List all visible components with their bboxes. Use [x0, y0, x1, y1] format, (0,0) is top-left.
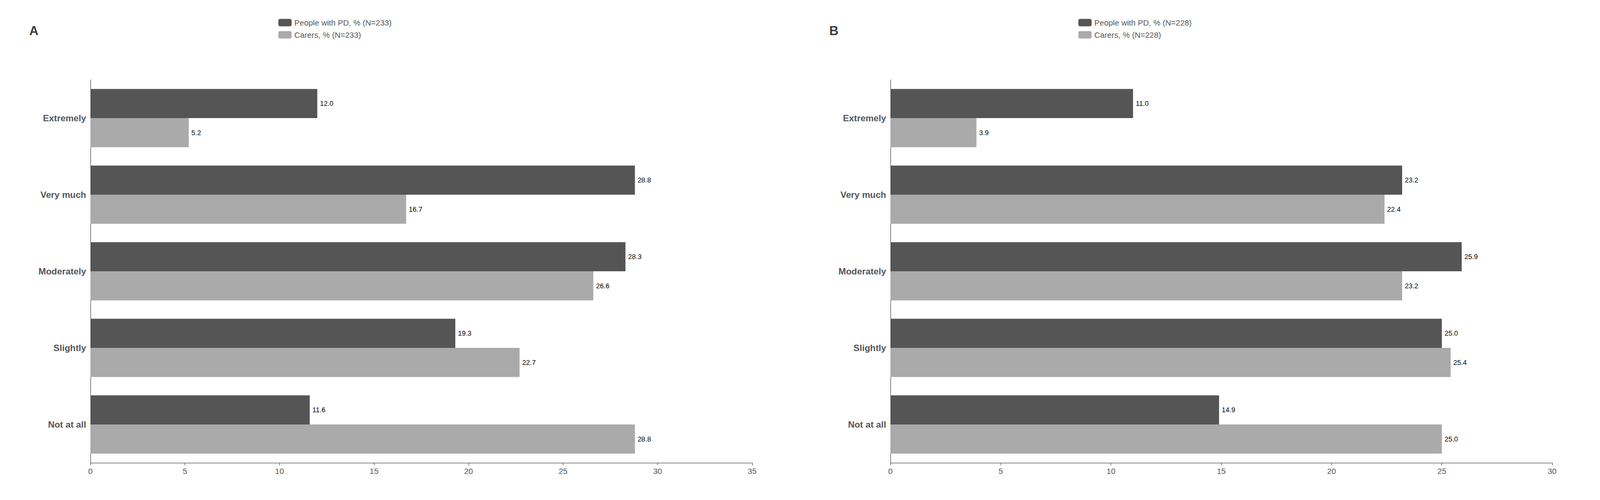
svg-text:People with PD, % (N=228): People with PD, % (N=228) [1094, 18, 1192, 28]
svg-text:10: 10 [275, 466, 285, 476]
svg-text:15: 15 [369, 466, 379, 476]
svg-text:11.6: 11.6 [312, 405, 325, 414]
svg-text:25.4: 25.4 [1453, 358, 1467, 367]
svg-text:22.4: 22.4 [1387, 205, 1401, 214]
svg-text:16.7: 16.7 [409, 205, 423, 214]
svg-text:28.8: 28.8 [637, 435, 652, 444]
svg-text:23.2: 23.2 [1404, 281, 1419, 290]
svg-text:Moderately: Moderately [38, 266, 87, 277]
svg-text:Carers, % (N=233): Carers, % (N=233) [294, 30, 361, 40]
svg-text:5: 5 [998, 466, 1003, 476]
svg-text:30: 30 [1547, 466, 1557, 476]
svg-text:12.0: 12.0 [320, 99, 334, 108]
svg-text:A: A [29, 23, 39, 38]
svg-text:Slightly: Slightly [53, 343, 87, 354]
svg-text:Slightly: Slightly [853, 343, 887, 354]
svg-text:25.9: 25.9 [1464, 252, 1478, 261]
svg-text:25.0: 25.0 [1444, 435, 1458, 444]
svg-text:Very much: Very much [40, 189, 87, 200]
svg-text:28.8: 28.8 [637, 176, 652, 185]
svg-text:5: 5 [182, 466, 188, 476]
svg-text:20: 20 [464, 466, 474, 476]
svg-text:Moderately: Moderately [838, 266, 887, 277]
svg-text:20: 20 [1327, 466, 1337, 476]
svg-text:Carers, % (N=228): Carers, % (N=228) [1094, 30, 1161, 40]
svg-text:10: 10 [1106, 466, 1116, 476]
svg-text:People with PD, % (N=233): People with PD, % (N=233) [294, 18, 392, 28]
svg-text:5.2: 5.2 [191, 128, 202, 137]
svg-text:Not at all: Not at all [847, 419, 887, 430]
svg-text:26.6: 26.6 [595, 281, 610, 290]
svg-text:25: 25 [558, 466, 568, 476]
svg-text:Not at all: Not at all [47, 419, 87, 430]
svg-text:Extremely: Extremely [43, 113, 87, 124]
svg-text:Very much: Very much [840, 189, 887, 200]
svg-text:22.7: 22.7 [522, 358, 536, 367]
svg-text:3.9: 3.9 [979, 128, 989, 137]
svg-text:Extremely: Extremely [843, 113, 887, 124]
svg-text:30: 30 [653, 466, 663, 476]
svg-text:35: 35 [747, 466, 757, 476]
svg-text:15: 15 [1217, 466, 1227, 476]
svg-text:25.0: 25.0 [1444, 329, 1458, 338]
svg-text:14.9: 14.9 [1221, 405, 1236, 414]
svg-text:19.3: 19.3 [457, 329, 472, 338]
svg-text:28.3: 28.3 [628, 252, 642, 261]
svg-text:0: 0 [88, 466, 93, 476]
svg-text:11.0: 11.0 [1135, 99, 1149, 108]
svg-text:23.2: 23.2 [1404, 176, 1419, 185]
svg-text:25: 25 [1437, 466, 1447, 476]
svg-text:B: B [829, 23, 839, 38]
svg-text:0: 0 [888, 466, 893, 476]
